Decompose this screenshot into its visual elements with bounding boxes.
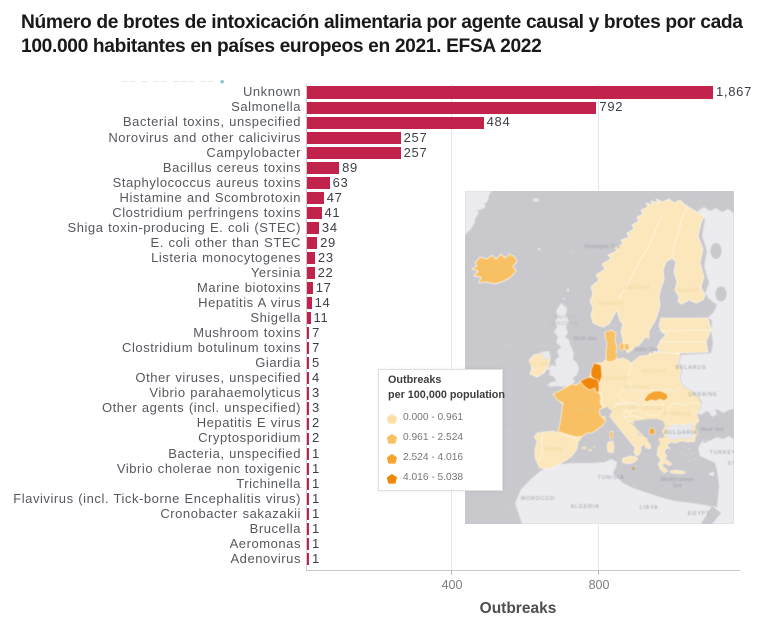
svg-text:Black Sea: Black Sea [700, 427, 723, 433]
svg-text:LIBYA: LIBYA [639, 505, 658, 511]
svg-text:ALGERIA: ALGERIA [570, 504, 599, 510]
svg-text:POLAND: POLAND [642, 369, 667, 375]
svg-text:North Sea: North Sea [573, 336, 596, 342]
svg-text:MOROCCO: MOROCCO [520, 496, 554, 502]
svg-text:HUNGARY: HUNGARY [637, 406, 667, 412]
svg-text:Sea: Sea [672, 483, 681, 489]
svg-text:FRANCE: FRANCE [571, 407, 596, 413]
svg-text:Mediterranean: Mediterranean [660, 477, 694, 483]
svg-text:TURKEY: TURKEY [709, 450, 733, 456]
svg-text:TUNISIA: TUNISIA [597, 475, 624, 481]
svg-text:IRELAND: IRELAND [526, 362, 553, 368]
svg-text:UKRAINE: UKRAINE [688, 392, 718, 398]
svg-text:EGYPT: EGYPT [687, 511, 709, 517]
svg-text:GERMANY: GERMANY [600, 376, 630, 382]
svg-text:UNITED: UNITED [554, 315, 576, 321]
svg-text:CZECHIA: CZECHIA [624, 385, 651, 391]
svg-text:ICELAND: ICELAND [480, 267, 507, 273]
svg-text:Baltic Sea: Baltic Sea [634, 347, 657, 353]
svg-text:FINLAND: FINLAND [672, 288, 698, 294]
svg-text:ROMANIA: ROMANIA [663, 411, 691, 417]
svg-text:BELARUS: BELARUS [675, 365, 706, 371]
svg-text:AUSTRIA: AUSTRIA [609, 405, 636, 411]
svg-text:SPAIN: SPAIN [543, 447, 561, 453]
svg-text:BULGARIA: BULGARIA [664, 430, 698, 436]
svg-text:SWEDEN: SWEDEN [623, 285, 649, 291]
svg-text:KINGDOM: KINGDOM [551, 321, 578, 327]
svg-text:Norwegian Sea: Norwegian Sea [584, 244, 620, 250]
svg-text:SY: SY [727, 461, 733, 467]
svg-text:NORWAY: NORWAY [598, 301, 624, 307]
